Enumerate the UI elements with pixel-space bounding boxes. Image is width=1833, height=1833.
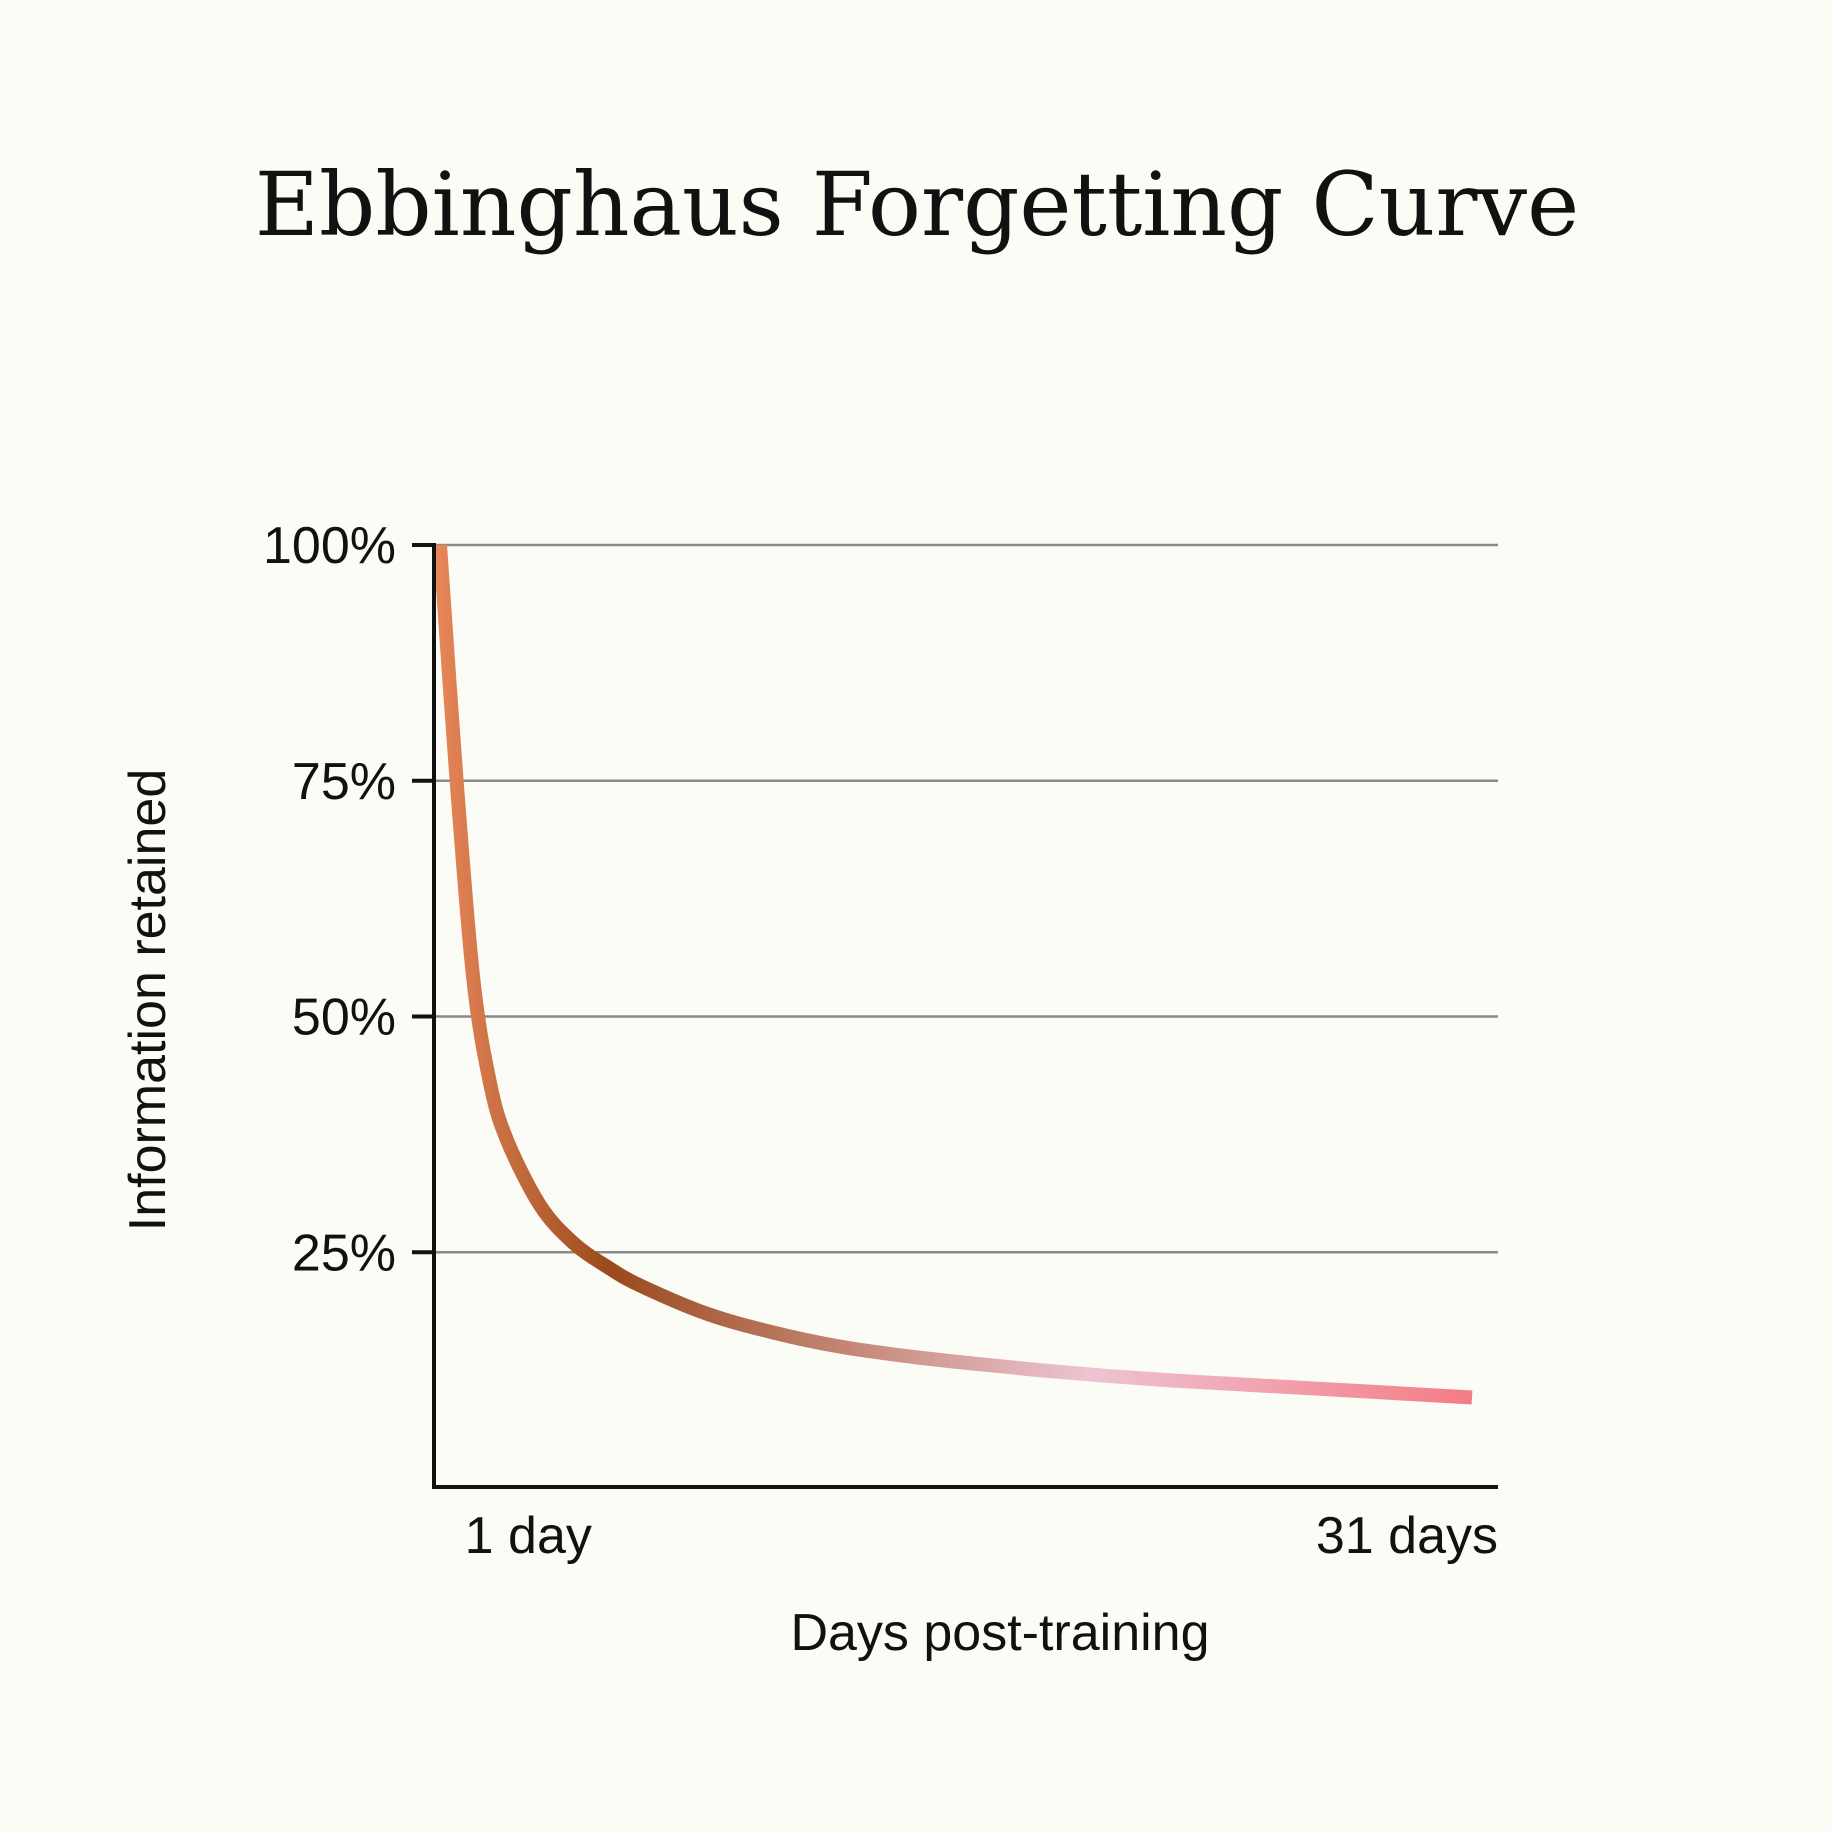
y-tick-label-50: 50% [292,989,396,1047]
y-tick-labels: 100% 75% 50% 25% [263,517,396,1282]
y-tick-label-100: 100% [263,517,396,575]
chart-title: Ebbinghaus Forgetting Curve [255,153,1579,256]
y-tick-label-75: 75% [292,753,396,811]
x-tick-label-1: 1 day [465,1507,592,1565]
axis-ticks [412,543,434,1255]
x-axis-label: Days post-training [790,1604,1209,1662]
y-tick-label-25: 25% [292,1224,396,1282]
x-tick-label-31: 31 days [1316,1507,1498,1565]
y-axis-label: Information retained [119,769,177,1232]
x-tick-labels: 1 day 31 days [465,1507,1498,1565]
grid-lines [434,543,1498,1254]
retention-curve-line [433,544,1473,1405]
